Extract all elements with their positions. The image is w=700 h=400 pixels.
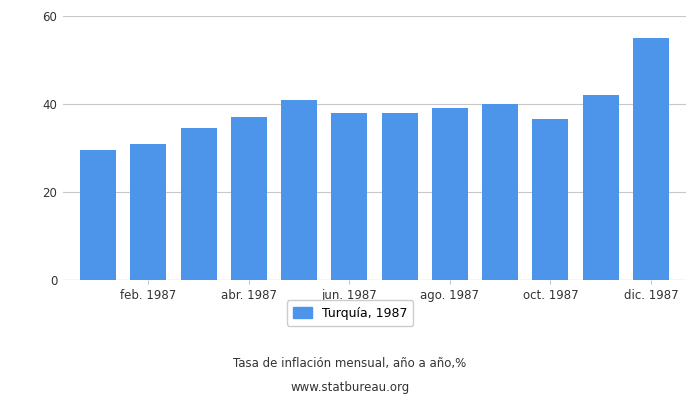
Bar [281,100,317,280]
Bar [331,113,368,280]
Text: Tasa de inflación mensual, año a año,%: Tasa de inflación mensual, año a año,% [233,358,467,370]
Bar [532,119,568,280]
Bar [432,108,468,280]
Bar [231,117,267,280]
Text: www.statbureau.org: www.statbureau.org [290,382,410,394]
Bar [582,95,619,280]
Bar [181,128,217,280]
Legend: Turquía, 1987: Turquía, 1987 [286,300,414,326]
Bar [80,150,116,280]
Bar [633,38,669,280]
Bar [130,144,167,280]
Bar [482,104,518,280]
Bar [382,113,418,280]
